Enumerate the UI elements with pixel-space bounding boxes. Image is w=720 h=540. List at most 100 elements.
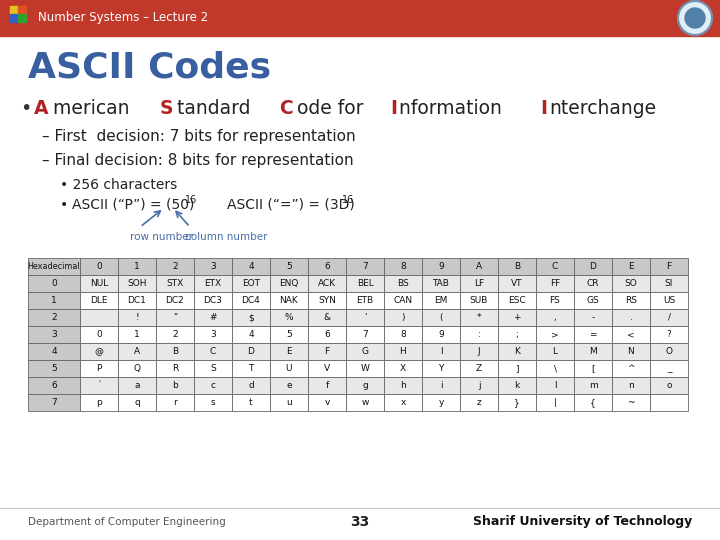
Text: $: $ [248, 313, 254, 322]
Bar [460, 343, 498, 360]
Text: column number: column number [185, 232, 268, 242]
Text: 5: 5 [286, 330, 292, 339]
Text: ]: ] [516, 364, 518, 373]
Text: |: | [554, 398, 557, 407]
Bar [28, 309, 80, 326]
Text: – First  decision: 7 bits for representation: – First decision: 7 bits for representat… [42, 129, 356, 144]
Text: 1: 1 [134, 330, 140, 339]
Text: 16: 16 [342, 195, 354, 205]
Bar [346, 377, 384, 394]
Text: 4: 4 [248, 330, 254, 339]
Text: %: % [284, 313, 293, 322]
Bar [460, 292, 498, 309]
Text: F: F [667, 262, 672, 271]
Text: EM: EM [434, 296, 448, 305]
Bar [270, 377, 308, 394]
Text: h: h [400, 381, 406, 390]
Text: a: a [134, 381, 140, 390]
Text: x: x [400, 398, 405, 407]
Bar [422, 275, 460, 292]
Bar [574, 394, 612, 411]
Text: 0: 0 [51, 279, 57, 288]
Text: nterchange: nterchange [549, 98, 656, 118]
Bar [384, 258, 422, 275]
Bar [612, 292, 650, 309]
Bar [346, 292, 384, 309]
Bar [118, 258, 156, 275]
Bar [612, 258, 650, 275]
Text: >: > [552, 330, 559, 339]
Bar [270, 292, 308, 309]
Bar [118, 394, 156, 411]
Bar [270, 394, 308, 411]
Text: DC2: DC2 [166, 296, 184, 305]
Bar [460, 394, 498, 411]
Bar [498, 394, 536, 411]
Text: CR: CR [587, 279, 599, 288]
Bar [194, 258, 232, 275]
Bar [574, 326, 612, 343]
Bar [536, 275, 574, 292]
Text: ~: ~ [627, 398, 635, 407]
Text: u: u [286, 398, 292, 407]
Text: [: [ [591, 364, 595, 373]
Text: ,: , [554, 313, 557, 322]
Bar [18, 14, 26, 22]
Text: n: n [628, 381, 634, 390]
Bar [536, 258, 574, 275]
Text: 7: 7 [362, 262, 368, 271]
Text: Number Systems – Lecture 2: Number Systems – Lecture 2 [38, 11, 208, 24]
Text: ACK: ACK [318, 279, 336, 288]
Bar [346, 394, 384, 411]
Bar [28, 343, 80, 360]
Bar [80, 360, 118, 377]
Text: 9: 9 [438, 330, 444, 339]
Text: &: & [323, 313, 330, 322]
Text: A: A [34, 98, 48, 118]
Text: O: O [665, 347, 672, 356]
Text: merican: merican [53, 98, 135, 118]
Text: RS: RS [625, 296, 637, 305]
Text: {: { [590, 398, 596, 407]
Text: Z: Z [476, 364, 482, 373]
Bar [536, 343, 574, 360]
Text: -: - [591, 313, 595, 322]
Text: `: ` [96, 381, 102, 390]
Text: S: S [159, 98, 173, 118]
Text: – Final decision: 8 bits for representation: – Final decision: 8 bits for representat… [42, 152, 354, 167]
Bar [28, 326, 80, 343]
Bar [574, 360, 612, 377]
Bar [308, 258, 346, 275]
Text: w: w [361, 398, 369, 407]
Text: CAN: CAN [393, 296, 413, 305]
Circle shape [685, 8, 705, 28]
Text: /: / [667, 313, 670, 322]
Bar [118, 360, 156, 377]
Bar [536, 360, 574, 377]
Text: \: \ [554, 364, 557, 373]
Text: !: ! [135, 313, 139, 322]
Text: ETX: ETX [204, 279, 222, 288]
Text: C: C [210, 347, 216, 356]
Text: N: N [628, 347, 634, 356]
Text: F: F [325, 347, 330, 356]
Text: •: • [20, 98, 32, 118]
Bar [308, 377, 346, 394]
Text: 33: 33 [351, 515, 369, 529]
Text: 3: 3 [51, 330, 57, 339]
Text: l: l [554, 381, 557, 390]
Bar [536, 309, 574, 326]
Text: GS: GS [587, 296, 599, 305]
Bar [118, 326, 156, 343]
Text: d: d [248, 381, 254, 390]
Text: i: i [440, 381, 442, 390]
Bar [650, 292, 688, 309]
Text: }: } [514, 398, 520, 407]
Bar [118, 292, 156, 309]
Text: FS: FS [549, 296, 560, 305]
Bar [28, 275, 80, 292]
Bar [308, 360, 346, 377]
Text: B: B [514, 262, 520, 271]
Text: D: D [590, 262, 596, 271]
Bar [232, 258, 270, 275]
